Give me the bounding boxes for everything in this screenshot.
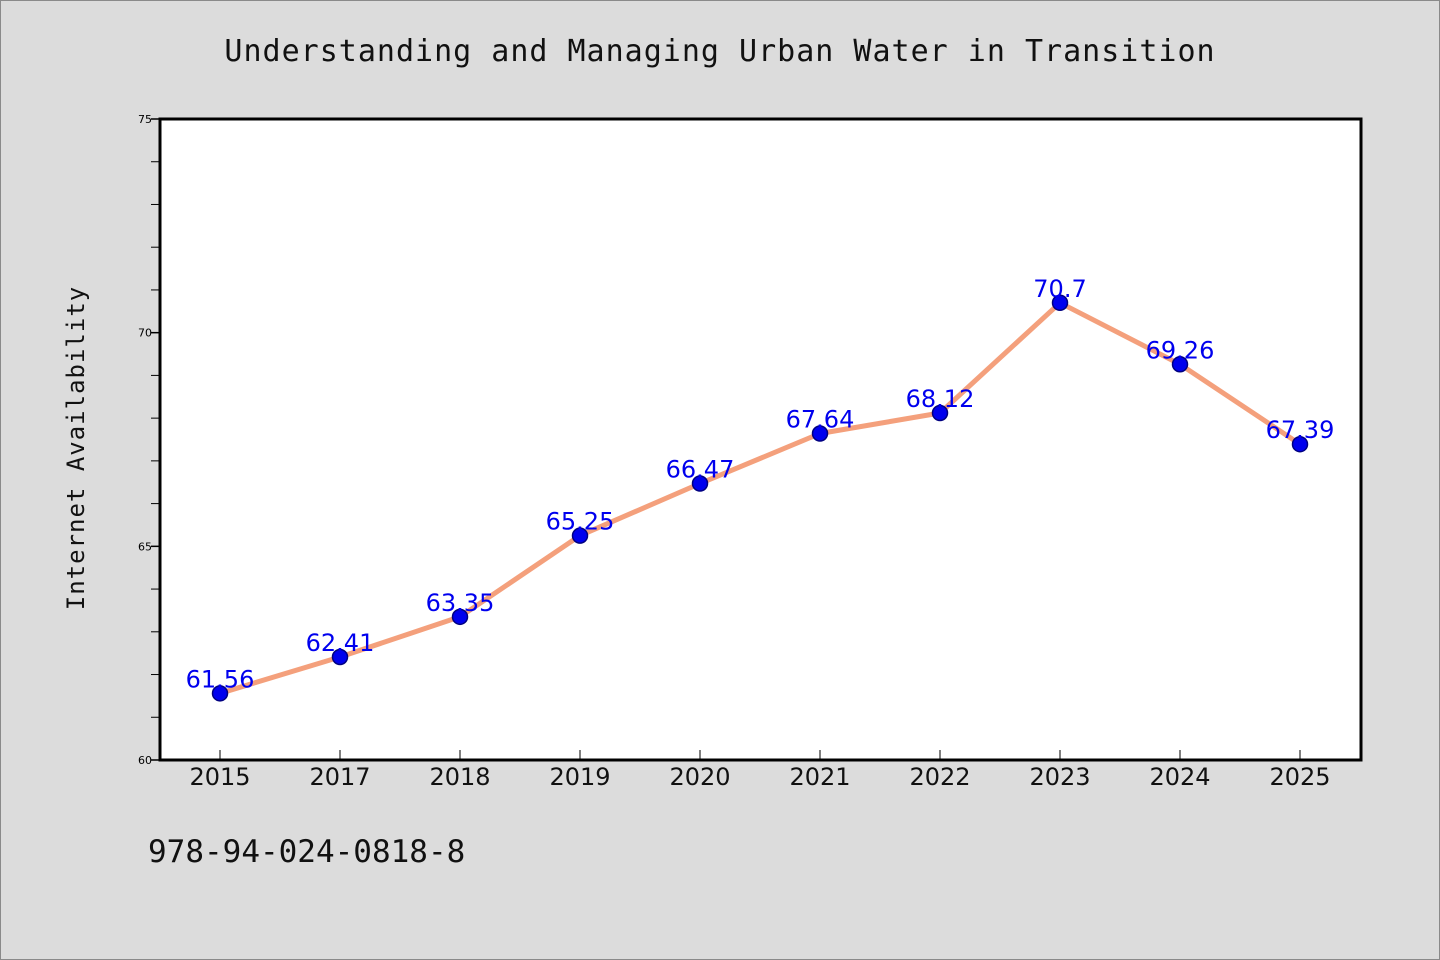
series-line (217, 300, 1303, 696)
chart-title: Understanding and Managing Urban Water i… (224, 34, 1216, 69)
data-label: 66.47 (666, 456, 735, 484)
data-label: 70.7 (1033, 275, 1086, 303)
x-tick-label: 2021 (789, 763, 850, 791)
data-label: 67.64 (786, 406, 855, 434)
data-point (211, 685, 229, 702)
data-point (1291, 435, 1309, 453)
data-point (451, 608, 469, 626)
data-label: 65.25 (546, 508, 615, 536)
data-label: 62.41 (306, 629, 375, 657)
y-tick-label: 65 (138, 540, 152, 553)
y-tick-labels: 60 65 70 75 (138, 113, 152, 767)
y-tick-label: 60 (138, 754, 152, 767)
data-markers (211, 294, 1309, 702)
x-tick-label: 2019 (549, 763, 610, 791)
data-label: 68.12 (906, 385, 975, 413)
data-label: 63.35 (426, 589, 495, 617)
x-ticks (219, 750, 1301, 760)
plot-area (158, 117, 1363, 762)
x-tick-labels: 2015 2017 2018 2019 2020 2021 2022 2023 2024 2025 (189, 763, 1330, 791)
data-labels: 61.56 62.41 63.35 65.25 66.47 67.64 68.12 70.7 6… (186, 275, 1335, 694)
data-point (571, 527, 589, 544)
data-point (1171, 356, 1189, 373)
x-tick-label: 2017 (309, 763, 370, 791)
data-point (811, 425, 829, 442)
data-label: 69.26 (1146, 336, 1215, 364)
isbn-footer: 978-94-024-0818-8 (148, 834, 466, 870)
x-tick-label: 2023 (1029, 763, 1090, 791)
y-tick-label: 70 (138, 327, 152, 340)
data-label: 61.56 (186, 665, 255, 693)
data-label: 67.39 (1266, 416, 1335, 444)
data-point (931, 404, 949, 422)
data-point (691, 475, 709, 492)
x-tick-label: 2025 (1269, 763, 1330, 791)
x-tick-label: 2020 (669, 763, 730, 791)
y-minor-ticks (151, 118, 160, 761)
data-point (331, 648, 349, 666)
y-tick-label: 75 (138, 113, 152, 126)
x-tick-label: 2024 (1149, 763, 1210, 791)
x-tick-label: 2022 (909, 763, 970, 791)
x-tick-label: 2015 (189, 763, 250, 791)
data-point (1051, 294, 1069, 312)
x-tick-label: 2018 (429, 763, 490, 791)
